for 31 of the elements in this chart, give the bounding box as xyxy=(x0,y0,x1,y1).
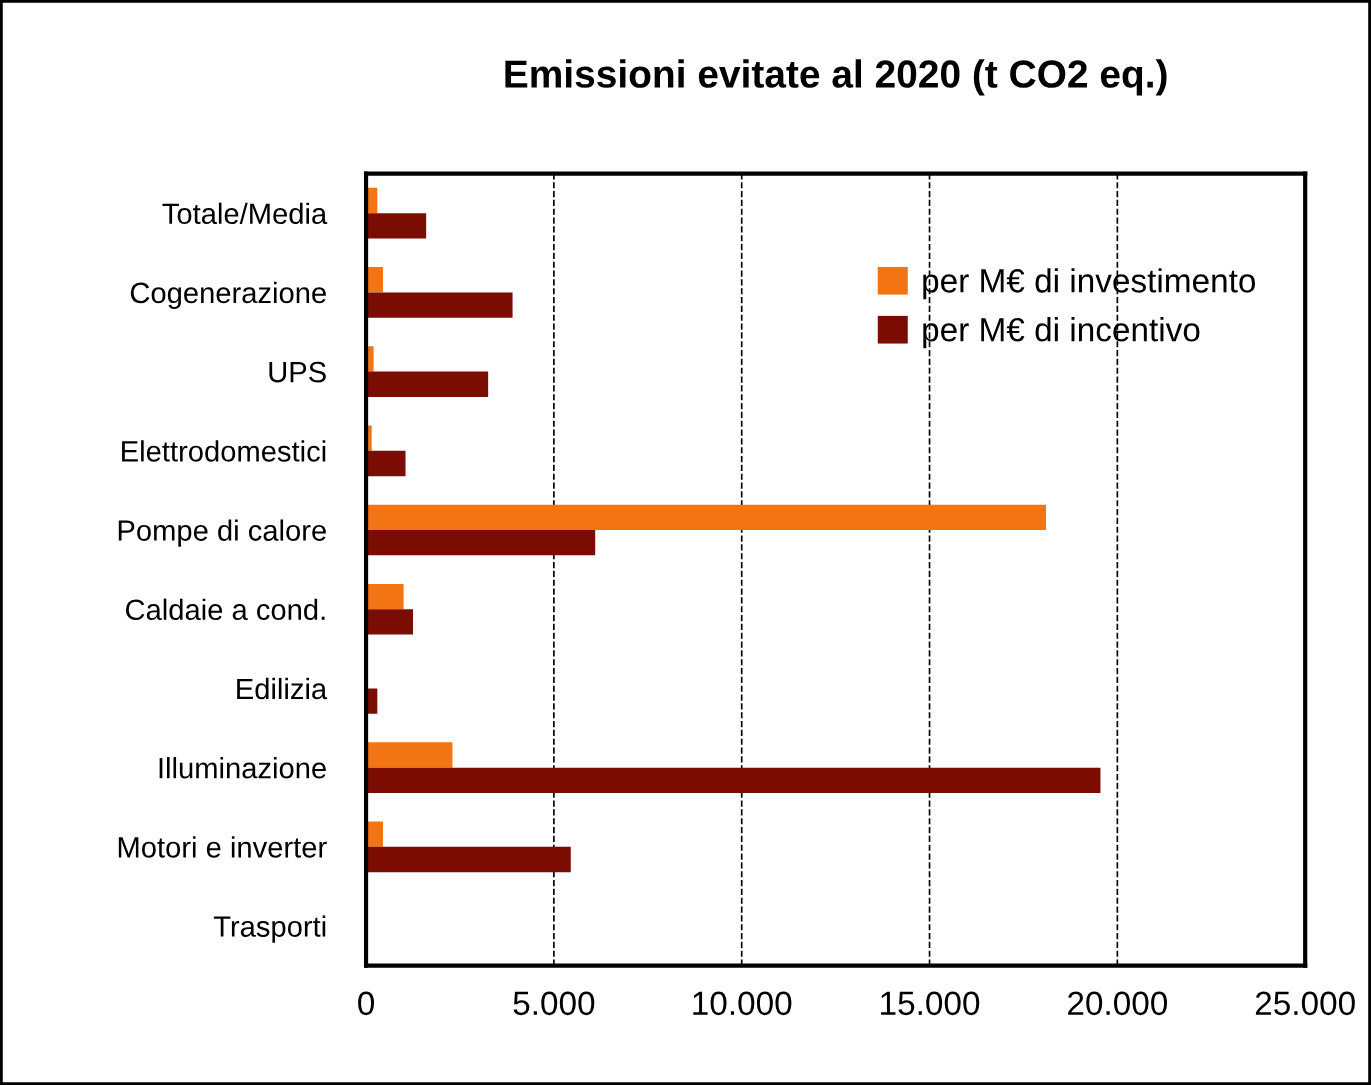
y-tick-label: Elettrodomestici xyxy=(122,440,326,462)
bar xyxy=(366,504,1046,531)
x-tick-label: 10.000 xyxy=(693,991,792,1016)
x-tick-label: 0 xyxy=(358,991,375,1016)
y-tick-label: Edilizia xyxy=(237,677,328,700)
bar xyxy=(366,530,596,556)
bar xyxy=(366,583,404,610)
y-tick-label: Pompe di calore xyxy=(118,519,326,547)
x-tick-label: 25.000 xyxy=(1255,991,1355,1016)
y-tick-label: Illuminazione xyxy=(159,757,326,779)
x-tick-label: 5.000 xyxy=(513,991,595,1016)
bar xyxy=(366,846,571,873)
bar xyxy=(366,371,489,397)
x-tick-label: 20.000 xyxy=(1068,991,1168,1016)
y-tick-label: Totale/Media xyxy=(162,202,328,225)
y-tick-label: UPS xyxy=(269,361,326,383)
bar xyxy=(366,742,453,768)
bar xyxy=(366,292,513,318)
y-tick-label: Caldaie a cond. xyxy=(125,598,325,621)
y-tick-label: Trasporti xyxy=(213,915,326,943)
bar xyxy=(366,213,427,239)
x-tick-label: 15.000 xyxy=(881,991,980,1016)
bar xyxy=(366,450,406,477)
legend-label: per M€ di incentivo xyxy=(923,317,1200,349)
bar xyxy=(366,767,1101,793)
chart-title: Emissioni evitate al 2020 (t CO2 eq.) xyxy=(505,59,1167,96)
y-tick-label: Cogenerazione xyxy=(130,281,326,310)
bar xyxy=(366,821,383,847)
bar xyxy=(366,609,414,635)
legend-label: per M€ di investimento xyxy=(923,268,1256,300)
y-tick-label: Motori e inverter xyxy=(118,836,327,858)
